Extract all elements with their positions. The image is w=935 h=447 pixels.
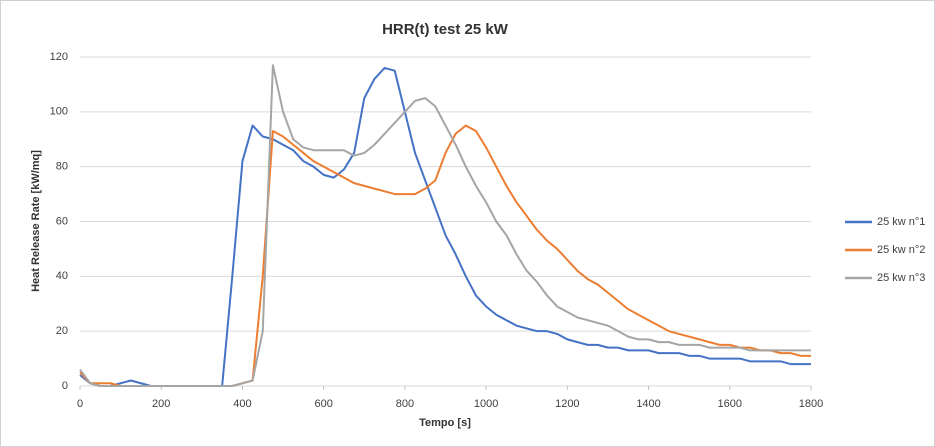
y-tick-label: 120 — [50, 51, 68, 63]
x-tick-label: 0 — [77, 398, 83, 410]
x-tick-label: 600 — [314, 398, 332, 410]
x-tick-label: 1600 — [718, 398, 742, 410]
y-tick-label: 60 — [56, 215, 68, 227]
x-tick-label: 1400 — [636, 398, 660, 410]
y-tick-label: 40 — [56, 270, 68, 282]
x-tick-label: 1200 — [555, 398, 579, 410]
x-tick-label: 1000 — [474, 398, 498, 410]
legend-label: 25 kw n°1 — [877, 216, 925, 228]
y-tick-label: 20 — [56, 325, 68, 337]
x-tick-label: 200 — [152, 398, 170, 410]
y-axis-label: Heat Release Rate [kW/mq] — [30, 150, 42, 292]
series-line — [79, 64, 811, 387]
chart-title: HRR(t) test 25 kW — [382, 21, 509, 38]
x-tick-label: 800 — [396, 398, 414, 410]
x-axis-label: Tempo [s] — [419, 417, 471, 429]
y-tick-label: 0 — [62, 380, 68, 392]
x-tick-label: 1800 — [799, 398, 823, 410]
legend-label: 25 kw n°3 — [877, 272, 925, 284]
legend-label: 25 kw n°2 — [877, 244, 925, 256]
y-tick-label: 80 — [56, 161, 68, 173]
x-tick-label: 400 — [233, 398, 251, 410]
y-tick-label: 100 — [50, 106, 68, 118]
